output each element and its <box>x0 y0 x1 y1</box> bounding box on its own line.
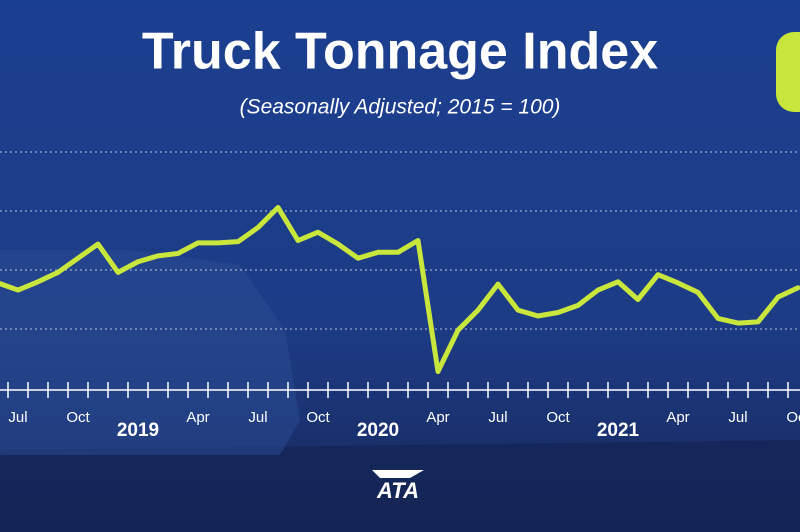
chart-title: Truck Tonnage Index <box>142 23 658 81</box>
chart-subtitle: (Seasonally Adjusted; 2015 = 100) <box>240 96 561 119</box>
x-tick-label: Apr <box>666 409 689 426</box>
x-tick-label: Oct <box>66 409 90 426</box>
logo-mark <box>372 470 424 478</box>
x-tick-label: 2021 <box>597 420 640 441</box>
truck-silhouette <box>0 250 300 455</box>
road <box>0 440 800 532</box>
x-tick-label: Apr <box>186 409 209 426</box>
logo: ATA <box>376 478 419 503</box>
x-tick-label: Jul <box>728 409 747 426</box>
x-tick-label: Jul <box>488 409 507 426</box>
x-tick-label: 2020 <box>357 420 399 441</box>
x-tick-label: Oct <box>786 409 800 426</box>
x-tick-label: Oct <box>306 409 330 426</box>
x-tick-label: 2019 <box>117 420 159 441</box>
x-tick-label: Apr <box>426 409 449 426</box>
x-tick-label: Jul <box>248 409 267 426</box>
x-tick-label: Oct <box>546 409 570 426</box>
x-tick-label: Jul <box>8 409 27 426</box>
badge <box>776 32 800 112</box>
series-line <box>0 204 800 374</box>
